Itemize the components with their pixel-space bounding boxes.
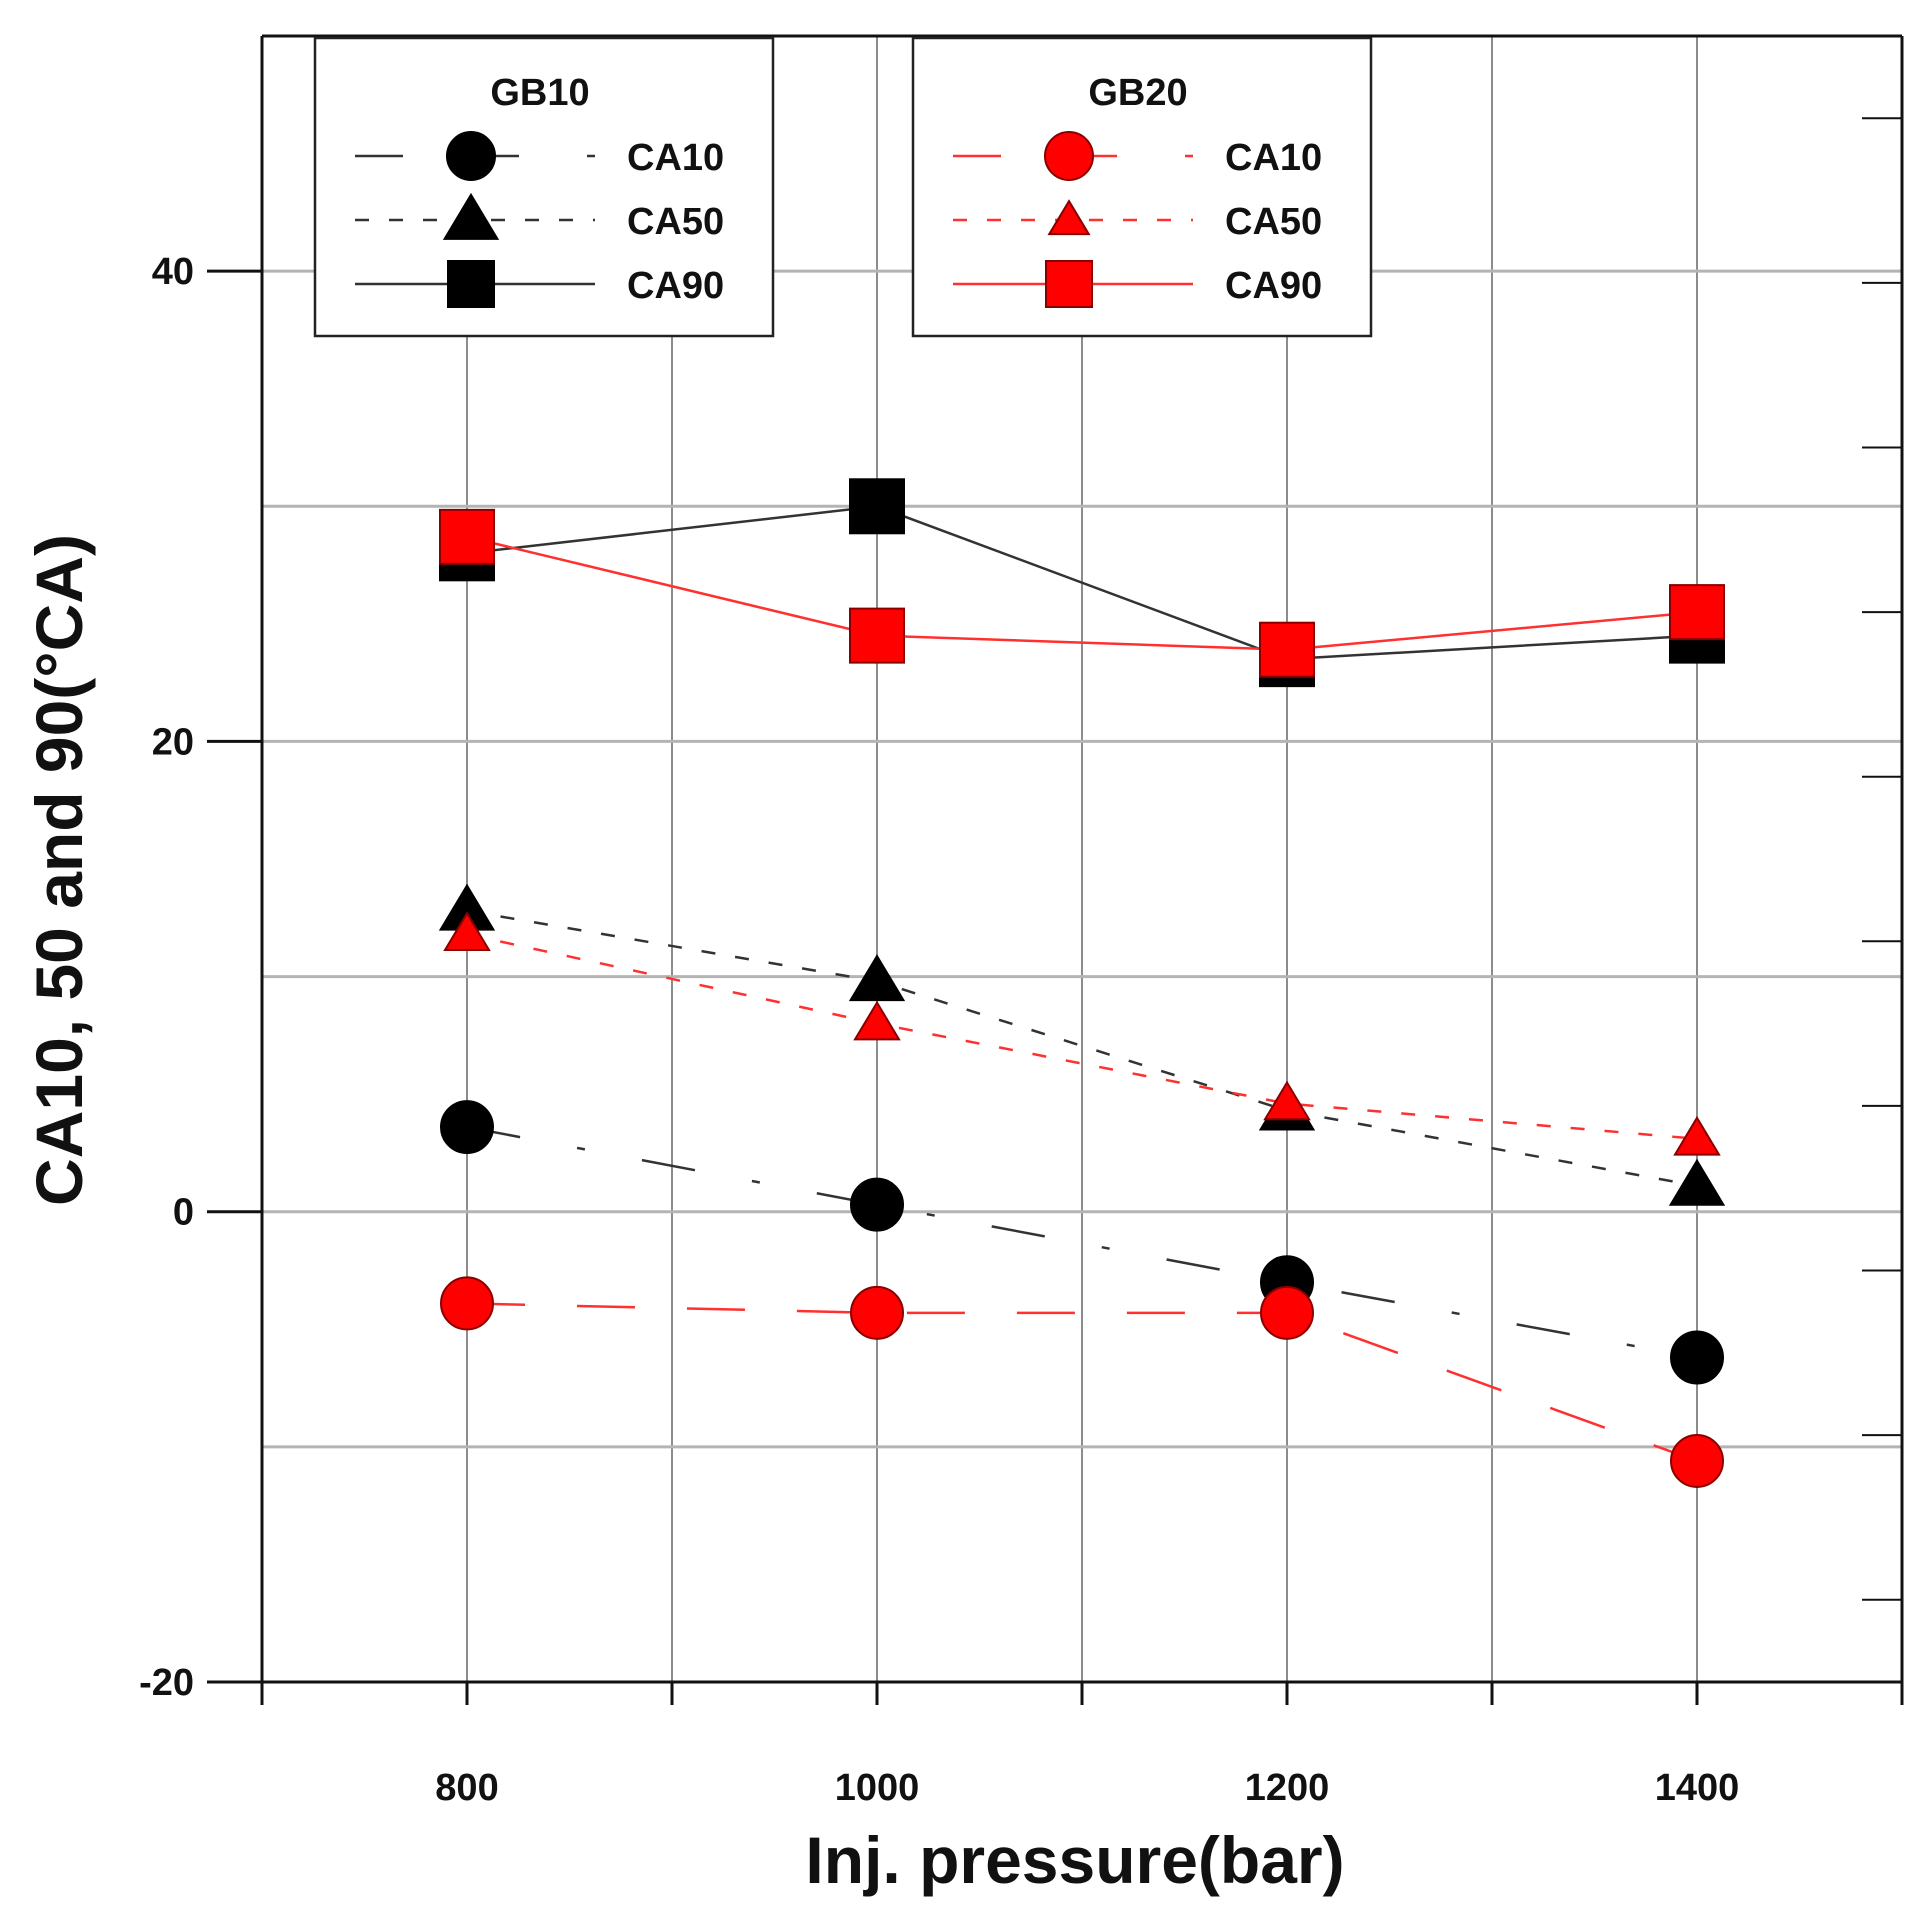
x-tick-label: 1000 bbox=[835, 1767, 920, 1809]
data-point-gb10-ca90 bbox=[849, 478, 905, 535]
data-point-gb20-ca10 bbox=[1260, 1285, 1314, 1340]
data-point-gb20-ca10 bbox=[1670, 1433, 1724, 1488]
series-line-gb20-ca50 bbox=[466, 933, 1698, 1141]
data-point-gb10-ca10 bbox=[440, 1100, 494, 1155]
y-tick-label: 40 bbox=[152, 251, 194, 293]
data-point-gb20-ca90 bbox=[1669, 584, 1725, 641]
data-point-gb20-ca90 bbox=[849, 607, 905, 664]
data-point-gb10-ca10 bbox=[1670, 1330, 1724, 1385]
legend-marker-triangle bbox=[1047, 199, 1091, 236]
legend-entry-label: CA10 bbox=[1225, 137, 1322, 179]
series-line-gb10-ca50 bbox=[466, 909, 1698, 1188]
y-tick-label: 20 bbox=[152, 721, 194, 763]
legend-box bbox=[313, 36, 775, 338]
legend-box bbox=[911, 36, 1373, 338]
legend-entry-label: CA50 bbox=[627, 201, 724, 243]
axis-layer: -20 0 20 40 800 1000 1200 1400 bbox=[139, 34, 1904, 1809]
legend-gb20: GB20 CA10 CA50 CA90 bbox=[911, 36, 1373, 338]
legend-marker-triangle bbox=[442, 192, 500, 240]
legend-layer: GB10 CA10 CA50 CA90 GB20 CA10 CA50 CA90 bbox=[313, 36, 1373, 338]
legend-entry-label: CA50 bbox=[1225, 201, 1322, 243]
legend-entry-label: CA90 bbox=[1225, 265, 1322, 307]
x-tick-label: 1200 bbox=[1245, 1767, 1330, 1809]
y-tick-label: -20 bbox=[139, 1662, 194, 1704]
x-axis-title: Inj. pressure(bar) bbox=[805, 1823, 1344, 1897]
y-axis-title: CA10, 50 and 90(°CA) bbox=[22, 534, 96, 1206]
series-line-gb10-ca10 bbox=[466, 1125, 1698, 1359]
series-layer bbox=[438, 478, 1726, 1488]
series-line-gb20-ca90 bbox=[466, 535, 1698, 651]
data-point-gb20-ca50 bbox=[1263, 1080, 1311, 1121]
x-tick-label: 800 bbox=[435, 1767, 498, 1809]
data-point-gb10-ca50 bbox=[1668, 1158, 1726, 1206]
data-point-gb20-ca10 bbox=[440, 1276, 494, 1331]
legend-marker-square bbox=[447, 260, 495, 308]
data-point-gb20-ca50 bbox=[443, 911, 491, 951]
data-point-gb10-ca50 bbox=[848, 954, 906, 1002]
legend-title: GB20 bbox=[1088, 72, 1187, 114]
data-point-gb20-ca50 bbox=[1673, 1115, 1721, 1156]
series-line-gb20-ca10 bbox=[466, 1302, 1698, 1463]
legend-marker-square bbox=[1045, 260, 1093, 308]
legend-entry-label: CA10 bbox=[627, 137, 724, 179]
legend-entry-label: CA90 bbox=[627, 265, 724, 307]
x-tick-label: 1400 bbox=[1655, 1767, 1740, 1809]
legend-gb10: GB10 CA10 CA50 CA90 bbox=[313, 36, 775, 338]
data-point-gb20-ca50 bbox=[853, 1000, 901, 1041]
legend-marker-circle bbox=[1044, 131, 1094, 181]
series-line-gb10-ca90 bbox=[466, 505, 1698, 661]
legend-marker-circle bbox=[446, 131, 496, 181]
data-point-gb10-ca10 bbox=[850, 1177, 904, 1232]
data-point-gb20-ca10 bbox=[850, 1285, 904, 1340]
legend-title: GB10 bbox=[490, 72, 589, 114]
y-tick-label: 0 bbox=[173, 1192, 194, 1234]
data-point-gb20-ca90 bbox=[439, 508, 495, 565]
data-point-gb20-ca90 bbox=[1259, 621, 1315, 678]
